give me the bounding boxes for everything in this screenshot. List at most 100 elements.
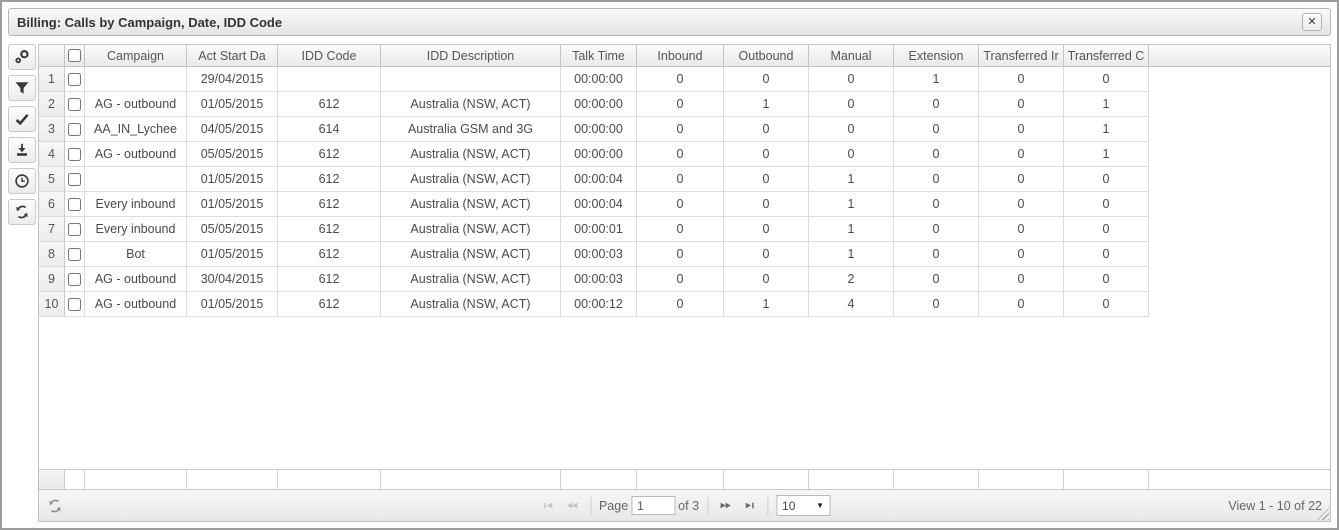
column-header-inbound[interactable]: Inbound	[637, 45, 724, 66]
first-page-button[interactable]	[539, 496, 559, 516]
column-header-idd-description[interactable]: IDD Description	[381, 45, 561, 66]
pager-view-info: View 1 - 10 of 22	[1228, 499, 1322, 513]
column-header-transferred-in[interactable]: Transferred Ir	[979, 45, 1064, 66]
window-content: Campaign Act Start Da IDD Code IDD Descript…	[8, 40, 1331, 522]
toolbar-button-download[interactable]	[8, 137, 36, 163]
cell-outbound: 0	[724, 67, 809, 92]
cell-talk-time: 00:00:00	[561, 67, 637, 92]
row-select-cell	[65, 292, 85, 317]
table-row[interactable]: 3 AA_IN_Lychee 04/05/2015 614 Australia GSM …	[39, 117, 1330, 142]
cell-transferred-in: 0	[979, 167, 1064, 192]
pager-separator	[707, 496, 709, 515]
table-row[interactable]: 7 Every inbound 05/05/2015 612 Australia (NS…	[39, 217, 1330, 242]
column-header-talk-time[interactable]: Talk Time	[561, 45, 637, 66]
next-page-button[interactable]	[716, 496, 736, 516]
table-row[interactable]: 9 AG - outbound 30/04/2015 612 Australia (NS…	[39, 267, 1330, 292]
row-checkbox[interactable]	[68, 197, 81, 211]
table-row[interactable]: 6 Every inbound 01/05/2015 612 Australia (NS…	[39, 192, 1330, 217]
cell-campaign: AA_IN_Lychee	[85, 117, 187, 142]
cell-transferred-in: 0	[979, 192, 1064, 217]
row-checkbox[interactable]	[68, 297, 81, 311]
window-titlebar[interactable]: Billing: Calls by Campaign, Date, IDD Co…	[8, 8, 1331, 36]
cell-idd-code: 612	[278, 192, 381, 217]
column-header-campaign[interactable]: Campaign	[85, 45, 187, 66]
cell-campaign	[85, 67, 187, 92]
cell-inbound: 0	[637, 192, 724, 217]
cell-outbound: 1	[724, 92, 809, 117]
cell-inbound: 0	[637, 217, 724, 242]
row-checkbox[interactable]	[68, 222, 81, 236]
cell-transferred-in: 0	[979, 117, 1064, 142]
cell-manual: 2	[809, 267, 894, 292]
column-header-transferred-out[interactable]: Transferred C	[1064, 45, 1149, 66]
cell-extension: 0	[894, 217, 979, 242]
close-button[interactable]: ✕	[1302, 13, 1322, 31]
table-row[interactable]: 8 Bot 01/05/2015 612 Australia (NSW, ACT) 00:…	[39, 242, 1330, 267]
page-number-input[interactable]	[631, 496, 676, 515]
column-header-outbound[interactable]: Outbound	[724, 45, 809, 66]
cell-idd-description: Australia (NSW, ACT)	[381, 142, 561, 167]
cell-transferred-out: 1	[1064, 142, 1149, 167]
close-icon: ✕	[1307, 15, 1317, 28]
cell-idd-description: Australia (NSW, ACT)	[381, 217, 561, 242]
row-checkbox[interactable]	[68, 72, 81, 86]
row-checkbox[interactable]	[68, 272, 81, 286]
page-size-select[interactable]: 10 ▼	[776, 495, 831, 516]
row-checkbox[interactable]	[68, 172, 81, 186]
row-checkbox[interactable]	[68, 147, 81, 161]
grid-empty-area	[39, 317, 1330, 469]
row-number: 6	[39, 192, 65, 217]
row-select-cell	[65, 167, 85, 192]
pager-separator	[767, 496, 769, 515]
toolbar-button-clock[interactable]	[8, 168, 36, 194]
cell-transferred-in: 0	[979, 267, 1064, 292]
footer-cell	[187, 470, 278, 489]
cell-talk-time: 00:00:04	[561, 167, 637, 192]
cell-manual: 0	[809, 117, 894, 142]
cell-extension: 0	[894, 92, 979, 117]
billing-grid: Campaign Act Start Da IDD Code IDD Descript…	[38, 44, 1331, 522]
table-row[interactable]: 2 AG - outbound 01/05/2015 612 Australia (NS…	[39, 92, 1330, 117]
last-page-button[interactable]	[739, 496, 759, 516]
row-checkbox[interactable]	[68, 122, 81, 136]
footer-cell	[894, 470, 979, 489]
footer-cell	[85, 470, 187, 489]
cell-transferred-out: 1	[1064, 92, 1149, 117]
cell-extension: 0	[894, 142, 979, 167]
cell-transferred-in: 0	[979, 292, 1064, 317]
cell-transferred-out: 0	[1064, 242, 1149, 267]
previous-page-button[interactable]	[562, 496, 582, 516]
toolbar-button-filter[interactable]	[8, 75, 36, 101]
table-row[interactable]: 4 AG - outbound 05/05/2015 612 Australia (NS…	[39, 142, 1330, 167]
table-row[interactable]: 5 01/05/2015 612 Australia (NSW, ACT) 00:00:…	[39, 167, 1330, 192]
clock-icon	[14, 173, 30, 189]
column-header-act-start-date[interactable]: Act Start Da	[187, 45, 278, 66]
toolbar-button-refresh[interactable]	[8, 199, 36, 225]
cell-act-start-date: 01/05/2015	[187, 167, 278, 192]
row-select-cell	[65, 192, 85, 217]
cell-inbound: 0	[637, 117, 724, 142]
column-header-extension[interactable]: Extension	[894, 45, 979, 66]
table-row[interactable]: 1 29/04/2015 00:00:00 0 0 0 1 0 0	[39, 67, 1330, 92]
cell-transferred-out: 1	[1064, 117, 1149, 142]
select-all-checkbox[interactable]	[68, 49, 81, 62]
row-checkbox[interactable]	[68, 247, 81, 261]
cell-campaign: Every inbound	[85, 217, 187, 242]
cell-inbound: 0	[637, 67, 724, 92]
toolbar-button-settings[interactable]	[8, 44, 36, 70]
row-select-cell	[65, 217, 85, 242]
pager-reload-button[interactable]	[47, 498, 63, 514]
cell-act-start-date: 30/04/2015	[187, 267, 278, 292]
cell-campaign	[85, 167, 187, 192]
cell-inbound: 0	[637, 167, 724, 192]
column-header-label: Manual	[830, 48, 872, 63]
column-header-idd-code[interactable]: IDD Code	[278, 45, 381, 66]
row-checkbox[interactable]	[68, 97, 81, 111]
table-row[interactable]: 10 AG - outbound 01/05/2015 612 Australia (N…	[39, 292, 1330, 317]
settings-icon	[14, 49, 30, 65]
toolbar-button-check[interactable]	[8, 106, 36, 132]
row-number: 10	[39, 292, 65, 317]
column-header-manual[interactable]: Manual	[809, 45, 894, 66]
cell-act-start-date: 01/05/2015	[187, 242, 278, 267]
